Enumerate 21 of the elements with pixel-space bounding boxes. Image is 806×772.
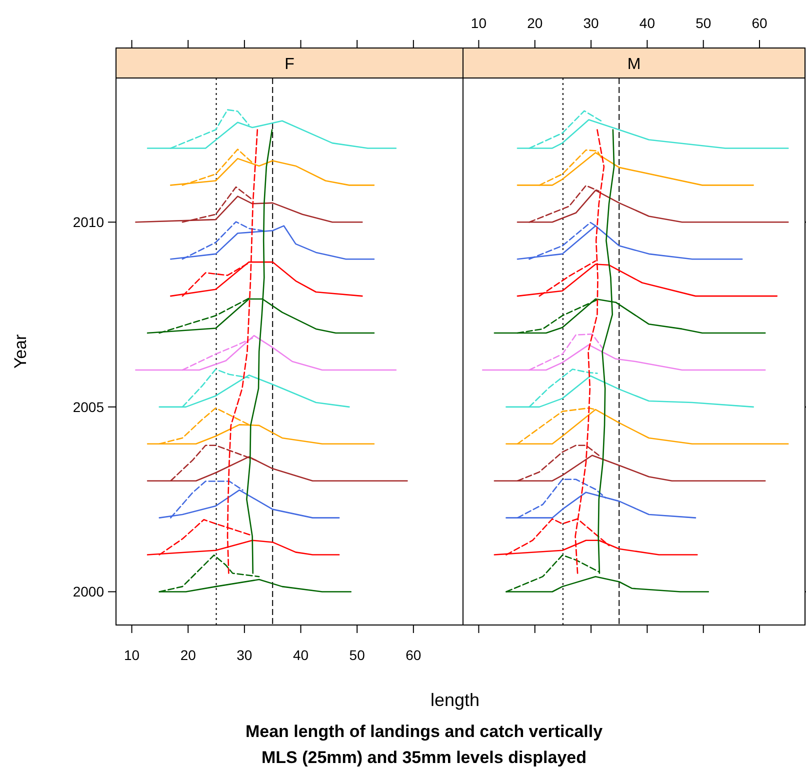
x-tick-label: 60: [752, 15, 768, 31]
chart-title: M: [627, 56, 641, 73]
x-tick-label: 10: [124, 647, 140, 663]
y-tick-label: 2010: [72, 214, 104, 230]
chart-title: F: [284, 56, 295, 73]
y-axis-title: Year: [11, 334, 30, 369]
x-tick-label: 30: [236, 647, 252, 663]
x-tick-label: 60: [406, 647, 422, 663]
x-tick-label: 10: [470, 15, 487, 31]
text: MLS (25mm) and 35mm levels displayed: [261, 748, 587, 767]
x-tick-label: 20: [180, 647, 196, 663]
x-tick-label: 50: [349, 647, 366, 663]
x-axis-title: length: [430, 690, 480, 710]
x-tick-label: 30: [583, 15, 600, 31]
text: Mean length of landings and catch vertically: [245, 722, 604, 741]
y-tick-label: 2005: [72, 398, 104, 415]
x-tick-label: 20: [527, 15, 543, 31]
x-tick-label: 50: [696, 15, 712, 31]
y-tick-label: 2000: [72, 584, 104, 600]
x-tick-label: 40: [292, 647, 309, 663]
x-tick-label: 40: [639, 15, 656, 31]
